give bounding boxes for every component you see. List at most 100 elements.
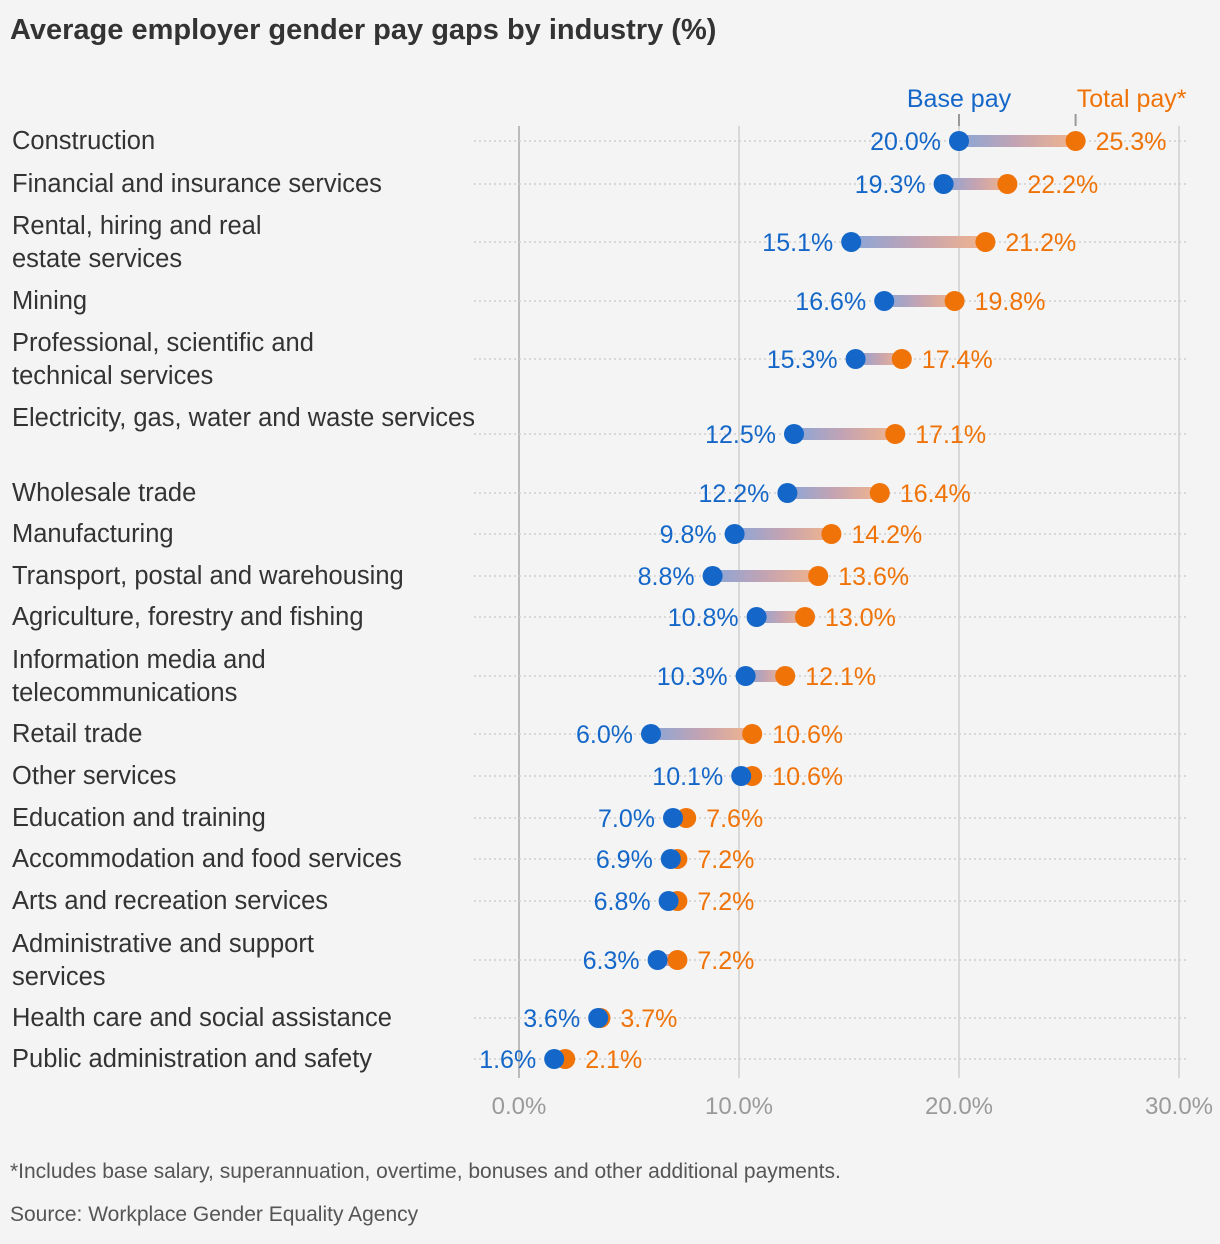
gap-bar (855, 353, 902, 365)
total-pay-point (944, 291, 965, 311)
base-pay-label: 8.8% (638, 563, 695, 591)
gap-bar (712, 570, 819, 582)
total-pay-label: 2.1% (585, 1046, 642, 1074)
total-pay-point (775, 666, 796, 686)
base-pay-label: 10.3% (657, 663, 728, 691)
x-tick-label: 0.0% (492, 1093, 547, 1120)
total-pay-point (808, 566, 829, 586)
base-pay-label: 19.3% (855, 171, 926, 199)
category-label-line: services (12, 963, 106, 991)
category-label: Mining (12, 287, 87, 315)
total-pay-label: 21.2% (1005, 229, 1076, 257)
total-pay-point (795, 607, 815, 627)
gap-bar (734, 528, 832, 540)
category-label-line: technical services (12, 362, 213, 390)
base-pay-label: 3.6% (523, 1005, 580, 1033)
chart-title: Average employer gender pay gaps by indu… (10, 14, 717, 46)
category-label: Other services (12, 762, 176, 790)
total-pay-label: 13.6% (838, 563, 909, 591)
base-pay-label: 7.0% (598, 805, 655, 833)
category-label: Professional, scientific and technical se… (12, 329, 314, 390)
base-pay-point (845, 349, 866, 369)
base-pay-label: 6.9% (596, 846, 653, 874)
category-label: Information media and telecommunications (12, 646, 266, 707)
base-pay-label: 15.1% (762, 229, 833, 257)
category-label: Accommodation and food services (12, 845, 402, 873)
category-label: Rental, hiring and real estate services (12, 212, 261, 273)
footnote: *Includes base salary, superannuation, o… (10, 1160, 841, 1183)
total-pay-label: 3.7% (620, 1005, 677, 1033)
total-pay-point (885, 424, 906, 444)
category-label-line: Information media and (12, 646, 266, 674)
x-tick-label: 30.0% (1145, 1093, 1213, 1120)
total-pay-label: 7.2% (697, 888, 754, 916)
legend-base-pay: Base pay (907, 85, 1012, 113)
base-pay-point (735, 666, 756, 686)
gap-bar (959, 135, 1076, 147)
total-pay-label: 10.6% (772, 721, 843, 749)
gap-bar (943, 178, 1008, 190)
base-pay-label: 1.6% (479, 1046, 536, 1074)
total-pay-label: 17.4% (922, 346, 993, 374)
total-pay-label: 14.2% (851, 521, 922, 549)
base-pay-label: 6.8% (594, 888, 651, 916)
base-pay-point (874, 291, 895, 311)
base-pay-point (933, 174, 954, 194)
total-pay-label: 22.2% (1027, 171, 1098, 199)
total-pay-point (742, 724, 763, 744)
category-label: Arts and recreation services (12, 887, 328, 915)
category-label-line: Administrative and support (12, 930, 314, 958)
category-label: Administrative and support services (12, 930, 314, 991)
total-pay-label: 7.2% (697, 846, 754, 874)
category-label: Manufacturing (12, 520, 174, 548)
category-label: Electricity, gas, water and waste servic… (12, 404, 475, 432)
base-pay-label: 20.0% (870, 128, 941, 156)
total-pay-point (975, 232, 996, 252)
total-pay-point (821, 524, 842, 544)
total-pay-label: 10.6% (772, 763, 843, 791)
total-pay-point (869, 483, 890, 503)
base-pay-point (641, 724, 661, 744)
category-label: Public administration and safety (12, 1045, 372, 1073)
category-label-line: telecommunications (12, 679, 237, 707)
gap-bar (756, 611, 805, 623)
total-pay-point (891, 349, 912, 369)
base-pay-point (777, 483, 798, 503)
base-pay-label: 16.6% (795, 288, 866, 316)
gap-bar (794, 428, 896, 440)
total-pay-label: 12.1% (805, 663, 876, 691)
legend-total-pay: Total pay* (1077, 85, 1187, 113)
base-pay-point (660, 849, 681, 869)
gap-bar (884, 295, 955, 307)
base-pay-label: 10.8% (668, 604, 739, 632)
category-label: Transport, postal and warehousing (12, 562, 404, 590)
category-label-line: Electricity, gas, water and waste servic… (12, 404, 475, 432)
total-pay-label: 17.1% (915, 421, 986, 449)
total-pay-point (1065, 131, 1086, 151)
gap-bar (787, 487, 880, 499)
base-pay-point (746, 607, 767, 627)
gap-bar (651, 728, 753, 740)
category-label: Education and training (12, 804, 266, 832)
category-label-line: Professional, scientific and (12, 329, 314, 357)
total-pay-point (667, 950, 688, 970)
base-pay-label: 6.0% (576, 721, 633, 749)
gap-bar (745, 670, 786, 682)
base-pay-label: 15.3% (767, 346, 838, 374)
base-pay-point (731, 766, 752, 786)
base-pay-point (588, 1008, 609, 1028)
total-pay-label: 7.2% (697, 947, 754, 975)
total-pay-label: 25.3% (1096, 128, 1167, 156)
category-label: Health care and social assistance (12, 1004, 392, 1032)
category-label: Agriculture, forestry and fishing (12, 603, 364, 631)
base-pay-point (544, 1049, 565, 1069)
base-pay-point (647, 950, 668, 970)
base-pay-label: 12.2% (699, 480, 770, 508)
total-pay-label: 19.8% (975, 288, 1046, 316)
base-pay-point (841, 232, 862, 252)
base-pay-point (702, 566, 723, 586)
base-pay-label: 10.1% (652, 763, 723, 791)
category-label-line: estate services (12, 245, 182, 273)
base-pay-point (949, 131, 969, 151)
total-pay-label: 7.6% (706, 805, 763, 833)
